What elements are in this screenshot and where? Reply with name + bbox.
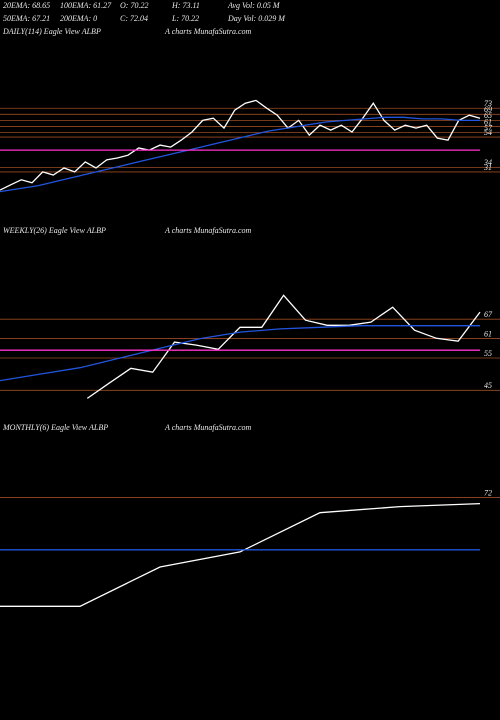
panel-source: A charts MunafaSutra.com <box>164 423 252 432</box>
panel-source: A charts MunafaSutra.com <box>164 27 252 36</box>
y-tick-label: 61 <box>484 117 492 126</box>
price-line <box>86 294 481 399</box>
y-tick-label: 61 <box>484 329 492 338</box>
price-line <box>0 99 481 191</box>
y-tick-label: 31 <box>483 163 492 172</box>
y-tick-label: 55 <box>484 349 492 358</box>
header-stat: H: 73.11 <box>171 1 200 10</box>
panel-source: A charts MunafaSutra.com <box>164 226 252 235</box>
y-tick-label: 65 <box>484 111 492 120</box>
panel-label: DAILY(114) Eagle View ALBP <box>2 27 101 36</box>
y-tick-label: 34 <box>483 158 492 167</box>
header-stat: 50EMA: 67.21 <box>3 14 50 23</box>
header-stat: O: 70.22 <box>120 1 148 10</box>
y-tick-label: 54 <box>484 128 492 137</box>
y-tick-label: 72 <box>484 488 492 497</box>
y-tick-label: 45 <box>484 381 492 390</box>
header-stat: Avg Vol: 0.05 M <box>227 1 281 10</box>
y-tick-label: 67 <box>484 310 493 319</box>
header-stat: L: 70.22 <box>171 14 199 23</box>
header-stat: Day Vol: 0.029 M <box>227 14 286 23</box>
header-stat: 100EMA: 61.27 <box>60 1 112 10</box>
price-line <box>0 325 480 382</box>
price-line <box>0 502 481 607</box>
header-stat: C: 72.04 <box>120 14 148 23</box>
y-tick-label: 69 <box>484 105 492 114</box>
header-stat: 200EMA: 0 <box>60 14 97 23</box>
header-stat: 20EMA: 68.65 <box>3 1 50 10</box>
y-tick-label: 57 <box>484 123 493 132</box>
panel-label: MONTHLY(6) Eagle View ALBP <box>2 423 108 432</box>
panel-label: WEEKLY(26) Eagle View ALBP <box>3 226 106 235</box>
y-tick-label: 73 <box>484 99 492 108</box>
price-line <box>0 116 480 193</box>
